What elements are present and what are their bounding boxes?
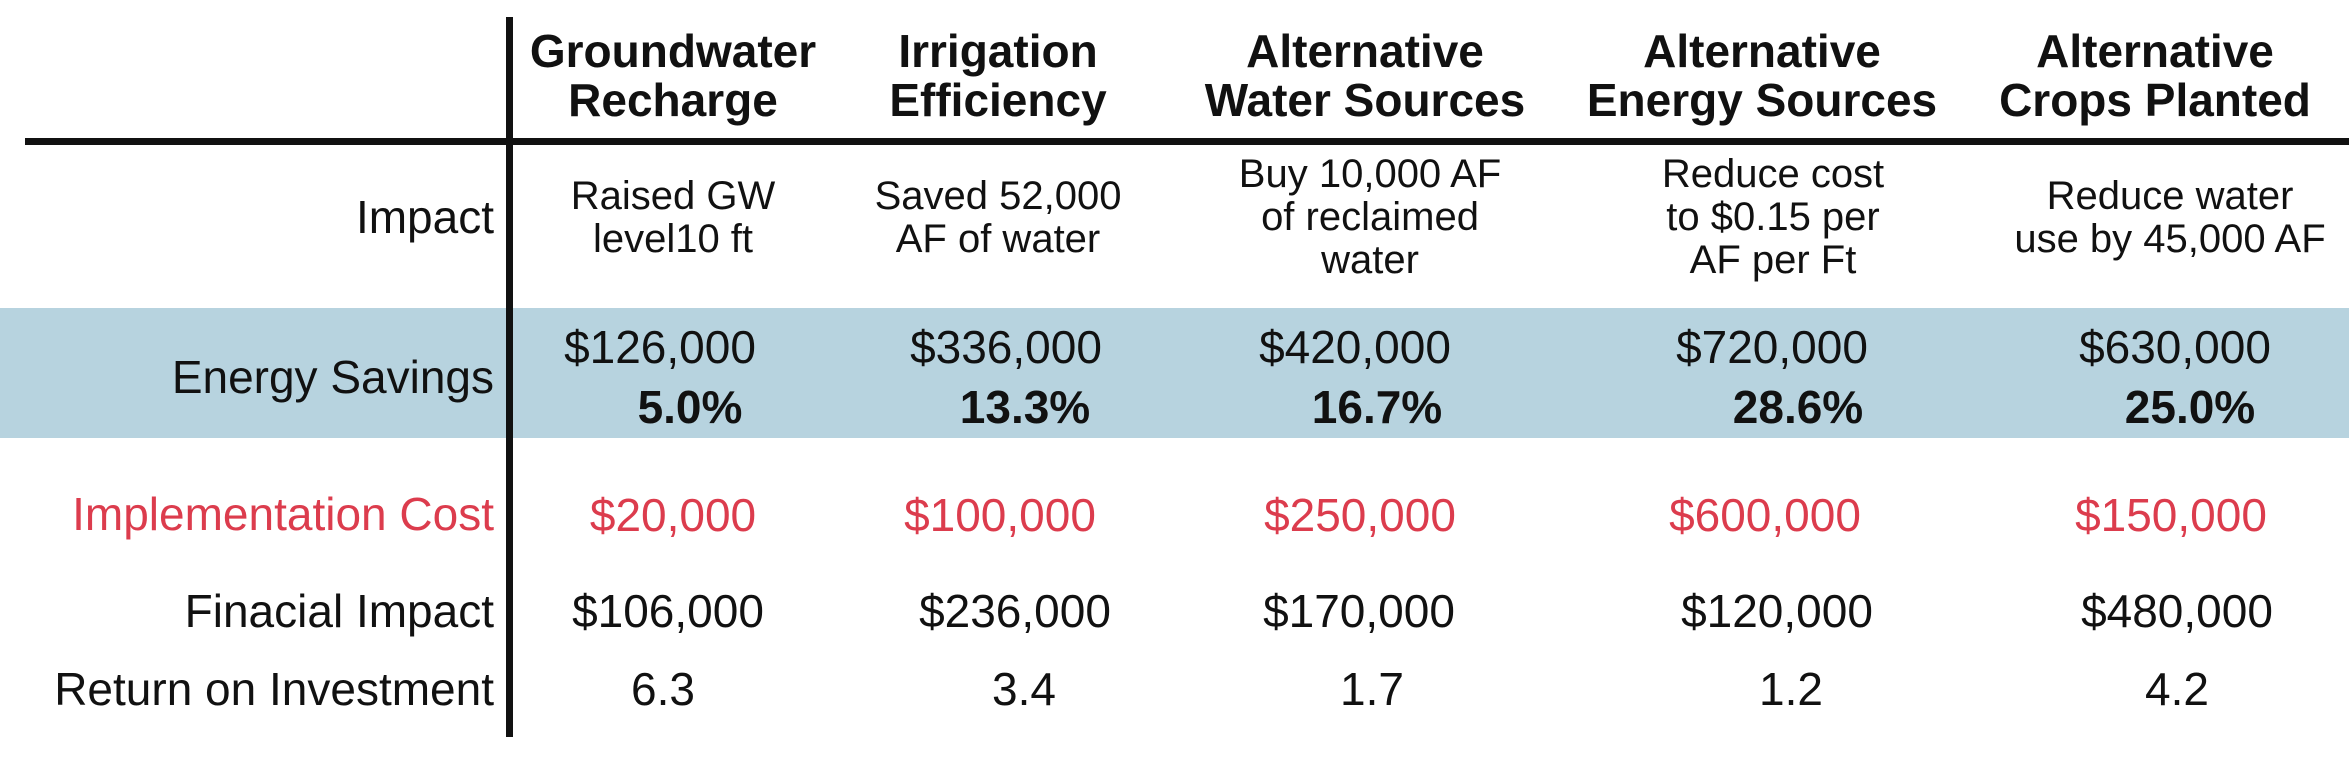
energy-savings-value: $126,000 [564,321,756,373]
implementation-cost-value: $600,000 [1669,489,1861,541]
energy-savings-percent: 13.3% [959,381,1091,433]
column-header-alternative-water-sources: Alternative Water Sources [1175,27,1555,125]
row-label-financial-impact: Finacial Impact [184,585,494,637]
impact-text: Reduce water use by 45,000 AF [2014,174,2326,261]
impact-cell: Reduce water use by 45,000 AF [1960,175,2349,261]
implementation-cost-value: $20,000 [589,489,757,541]
implementation-cost-value: $250,000 [1264,489,1456,541]
roi-value: 6.3 [631,663,695,715]
financial-impact-value: $236,000 [919,585,1111,637]
impact-cell: Buy 10,000 AF of reclaimed water [1160,153,1580,282]
column-header-alternative-crops-planted: Alternative Crops Planted [1965,27,2345,125]
impact-cell: Reduce cost to $0.15 per AF per Ft [1563,153,1983,282]
impact-text: Saved 52,000 AF of water [874,174,1122,261]
roi-value: 1.7 [1340,663,1404,715]
row-label-energy-savings: Energy Savings [171,351,494,403]
implementation-cost-value: $150,000 [2075,489,2267,541]
header-line: Alternative Energy Sources [1586,25,1938,126]
energy-savings-percent: 25.0% [2124,381,2256,433]
financial-impact-value: $170,000 [1263,585,1455,637]
impact-cell: Raised GW level10 ft [463,175,883,261]
roi-value: 1.2 [1759,663,1823,715]
impact-text: Reduce cost to $0.15 per AF per Ft [1661,152,1885,282]
row-label-impact: Impact [355,191,494,243]
energy-savings-value: $630,000 [2079,321,2271,373]
column-header-alternative-energy-sources: Alternative Energy Sources [1572,27,1952,125]
label-column-divider-line [506,17,513,737]
energy-savings-percent: 16.7% [1311,381,1443,433]
energy-savings-value: $720,000 [1676,321,1868,373]
row-label-roi: Return on Investment [54,663,494,715]
roi-value: 4.2 [2145,663,2209,715]
financial-impact-value: $106,000 [572,585,764,637]
energy-savings-value: $420,000 [1259,321,1451,373]
energy-savings-highlight-band [0,308,2349,438]
header-line: Groundwater Recharge [529,25,817,126]
column-header-irrigation-efficiency: Irrigation Efficiency [808,27,1188,125]
roi-value: 3.4 [992,663,1056,715]
row-label-implementation-cost: Implementation Cost [72,488,494,540]
energy-savings-percent: 28.6% [1732,381,1864,433]
impact-text: Raised GW level10 ft [570,174,776,261]
header-line: Alternative Crops Planted [1999,25,2311,126]
financial-impact-value: $120,000 [1681,585,1873,637]
financial-impact-value: $480,000 [2081,585,2273,637]
implementation-cost-value: $100,000 [904,489,1096,541]
energy-savings-value: $336,000 [910,321,1102,373]
header-line: Irrigation Efficiency [889,25,1107,126]
header-divider-line [25,138,2349,145]
header-line: Alternative Water Sources [1204,25,1526,126]
energy-savings-percent: 5.0% [637,381,743,433]
column-header-groundwater-recharge: Groundwater Recharge [483,27,863,125]
impact-cell: Saved 52,000 AF of water [788,175,1208,261]
impact-text: Buy 10,000 AF of reclaimed water [1238,152,1502,282]
